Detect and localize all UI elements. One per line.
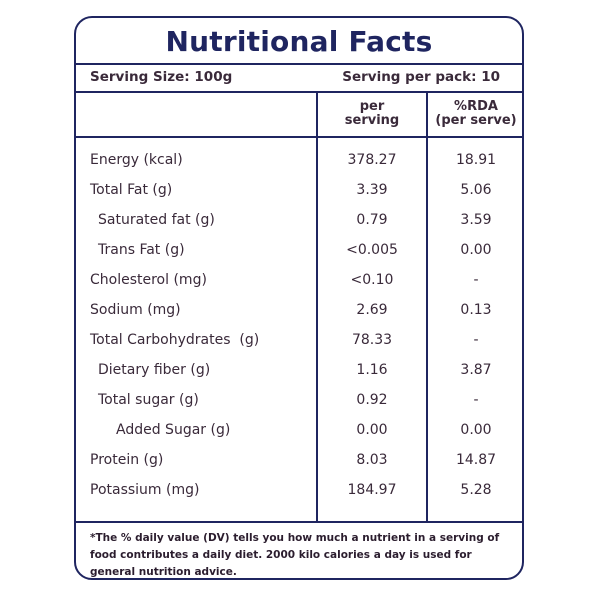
per-serving-header: per serving — [318, 100, 426, 128]
rda-value: - — [473, 392, 479, 408]
nutrient-name: Total Carbohydrates (g) — [90, 332, 260, 348]
column-divider-1 — [316, 93, 318, 523]
nutrient-row-energy: Energy (kcal) 378.27 18.91 — [76, 146, 522, 176]
per-serving-value: 378.27 — [347, 152, 397, 168]
rda-value: - — [473, 272, 479, 288]
per-serving-value: 8.03 — [356, 452, 388, 468]
nutrient-name: Cholesterol (mg) — [90, 272, 207, 288]
rda-value: 0.00 — [460, 242, 492, 258]
nutrient-row-total-fat: Total Fat (g) 3.39 5.06 — [76, 176, 522, 206]
title-divider — [76, 63, 522, 65]
nutrient-row-sodium: Sodium (mg) 2.69 0.13 — [76, 296, 522, 326]
nutrient-row-total-carbohydrates: Total Carbohydrates (g) 78.33 - — [76, 326, 522, 356]
rda-value: 3.59 — [460, 212, 492, 228]
serving-size: Serving Size: 100g — [90, 69, 233, 85]
nutrient-row-total-sugar: Total sugar (g) 0.92 - — [76, 386, 522, 416]
per-serving-value: 0.00 — [356, 422, 388, 438]
nutrient-name: Saturated fat (g) — [98, 212, 215, 228]
nutrient-row-cholesterol: Cholesterol (mg) <0.10 - — [76, 266, 522, 296]
nutrition-facts-panel: Nutritional Facts Serving Size: 100g Ser… — [74, 16, 524, 580]
nutrient-row-saturated-fat: Saturated fat (g) 0.79 3.59 — [76, 206, 522, 236]
nutrient-name: Added Sugar (g) — [116, 422, 231, 438]
nutrient-name: Energy (kcal) — [90, 152, 183, 168]
footer-divider — [76, 521, 522, 523]
per-serving-value: 78.33 — [351, 332, 393, 348]
rda-value: 5.28 — [460, 482, 492, 498]
rda-value: 18.91 — [455, 152, 497, 168]
nutrient-name: Dietary fiber (g) — [98, 362, 211, 378]
nutrient-row-potassium: Potassium (mg) 184.97 5.28 — [76, 476, 522, 506]
per-serving-header-line1: per — [359, 99, 385, 114]
per-serving-value: 0.92 — [356, 392, 388, 408]
rda-value: 5.06 — [460, 182, 492, 198]
rda-value: 3.87 — [460, 362, 492, 378]
rda-header-line1: %RDA — [454, 99, 498, 114]
serving-divider — [76, 91, 522, 93]
per-serving-value: 0.79 — [356, 212, 388, 228]
nutrient-row-added-sugar: Added Sugar (g) 0.00 0.00 — [76, 416, 522, 446]
rda-value: 0.00 — [460, 422, 492, 438]
per-serving-value: 1.16 — [356, 362, 388, 378]
column-divider-2 — [426, 93, 428, 523]
per-serving-header-line2: serving — [344, 113, 400, 128]
nutrient-name: Sodium (mg) — [90, 302, 181, 318]
page-title: Nutritional Facts — [165, 25, 433, 58]
rda-header-line2: (per serve) — [435, 113, 517, 128]
servings-per-pack: Serving per pack: 10 — [342, 69, 500, 85]
per-serving-value: <0.005 — [346, 242, 398, 258]
nutrient-name: Potassium (mg) — [90, 482, 200, 498]
nutrient-name: Protein (g) — [90, 452, 164, 468]
nutrient-row-trans-fat: Trans Fat (g) <0.005 0.00 — [76, 236, 522, 266]
nutrient-name: Trans Fat (g) — [98, 242, 185, 258]
nutrient-name: Total sugar (g) — [98, 392, 199, 408]
header-divider — [76, 136, 522, 138]
per-serving-value: <0.10 — [350, 272, 394, 288]
rda-header: %RDA (per serve) — [428, 99, 522, 128]
nutrient-row-dietary-fiber: Dietary fiber (g) 1.16 3.87 — [76, 356, 522, 386]
per-serving-value: 3.39 — [356, 182, 388, 198]
rda-value: 0.13 — [460, 302, 492, 318]
nutrient-row-protein: Protein (g) 8.03 14.87 — [76, 446, 522, 476]
footnote: *The % daily value (DV) tells you how mu… — [90, 532, 500, 578]
per-serving-value: 184.97 — [347, 482, 397, 498]
rda-value: - — [473, 332, 479, 348]
nutrient-name: Total Fat (g) — [90, 182, 173, 198]
rda-value: 14.87 — [455, 452, 497, 468]
per-serving-value: 2.69 — [356, 302, 388, 318]
